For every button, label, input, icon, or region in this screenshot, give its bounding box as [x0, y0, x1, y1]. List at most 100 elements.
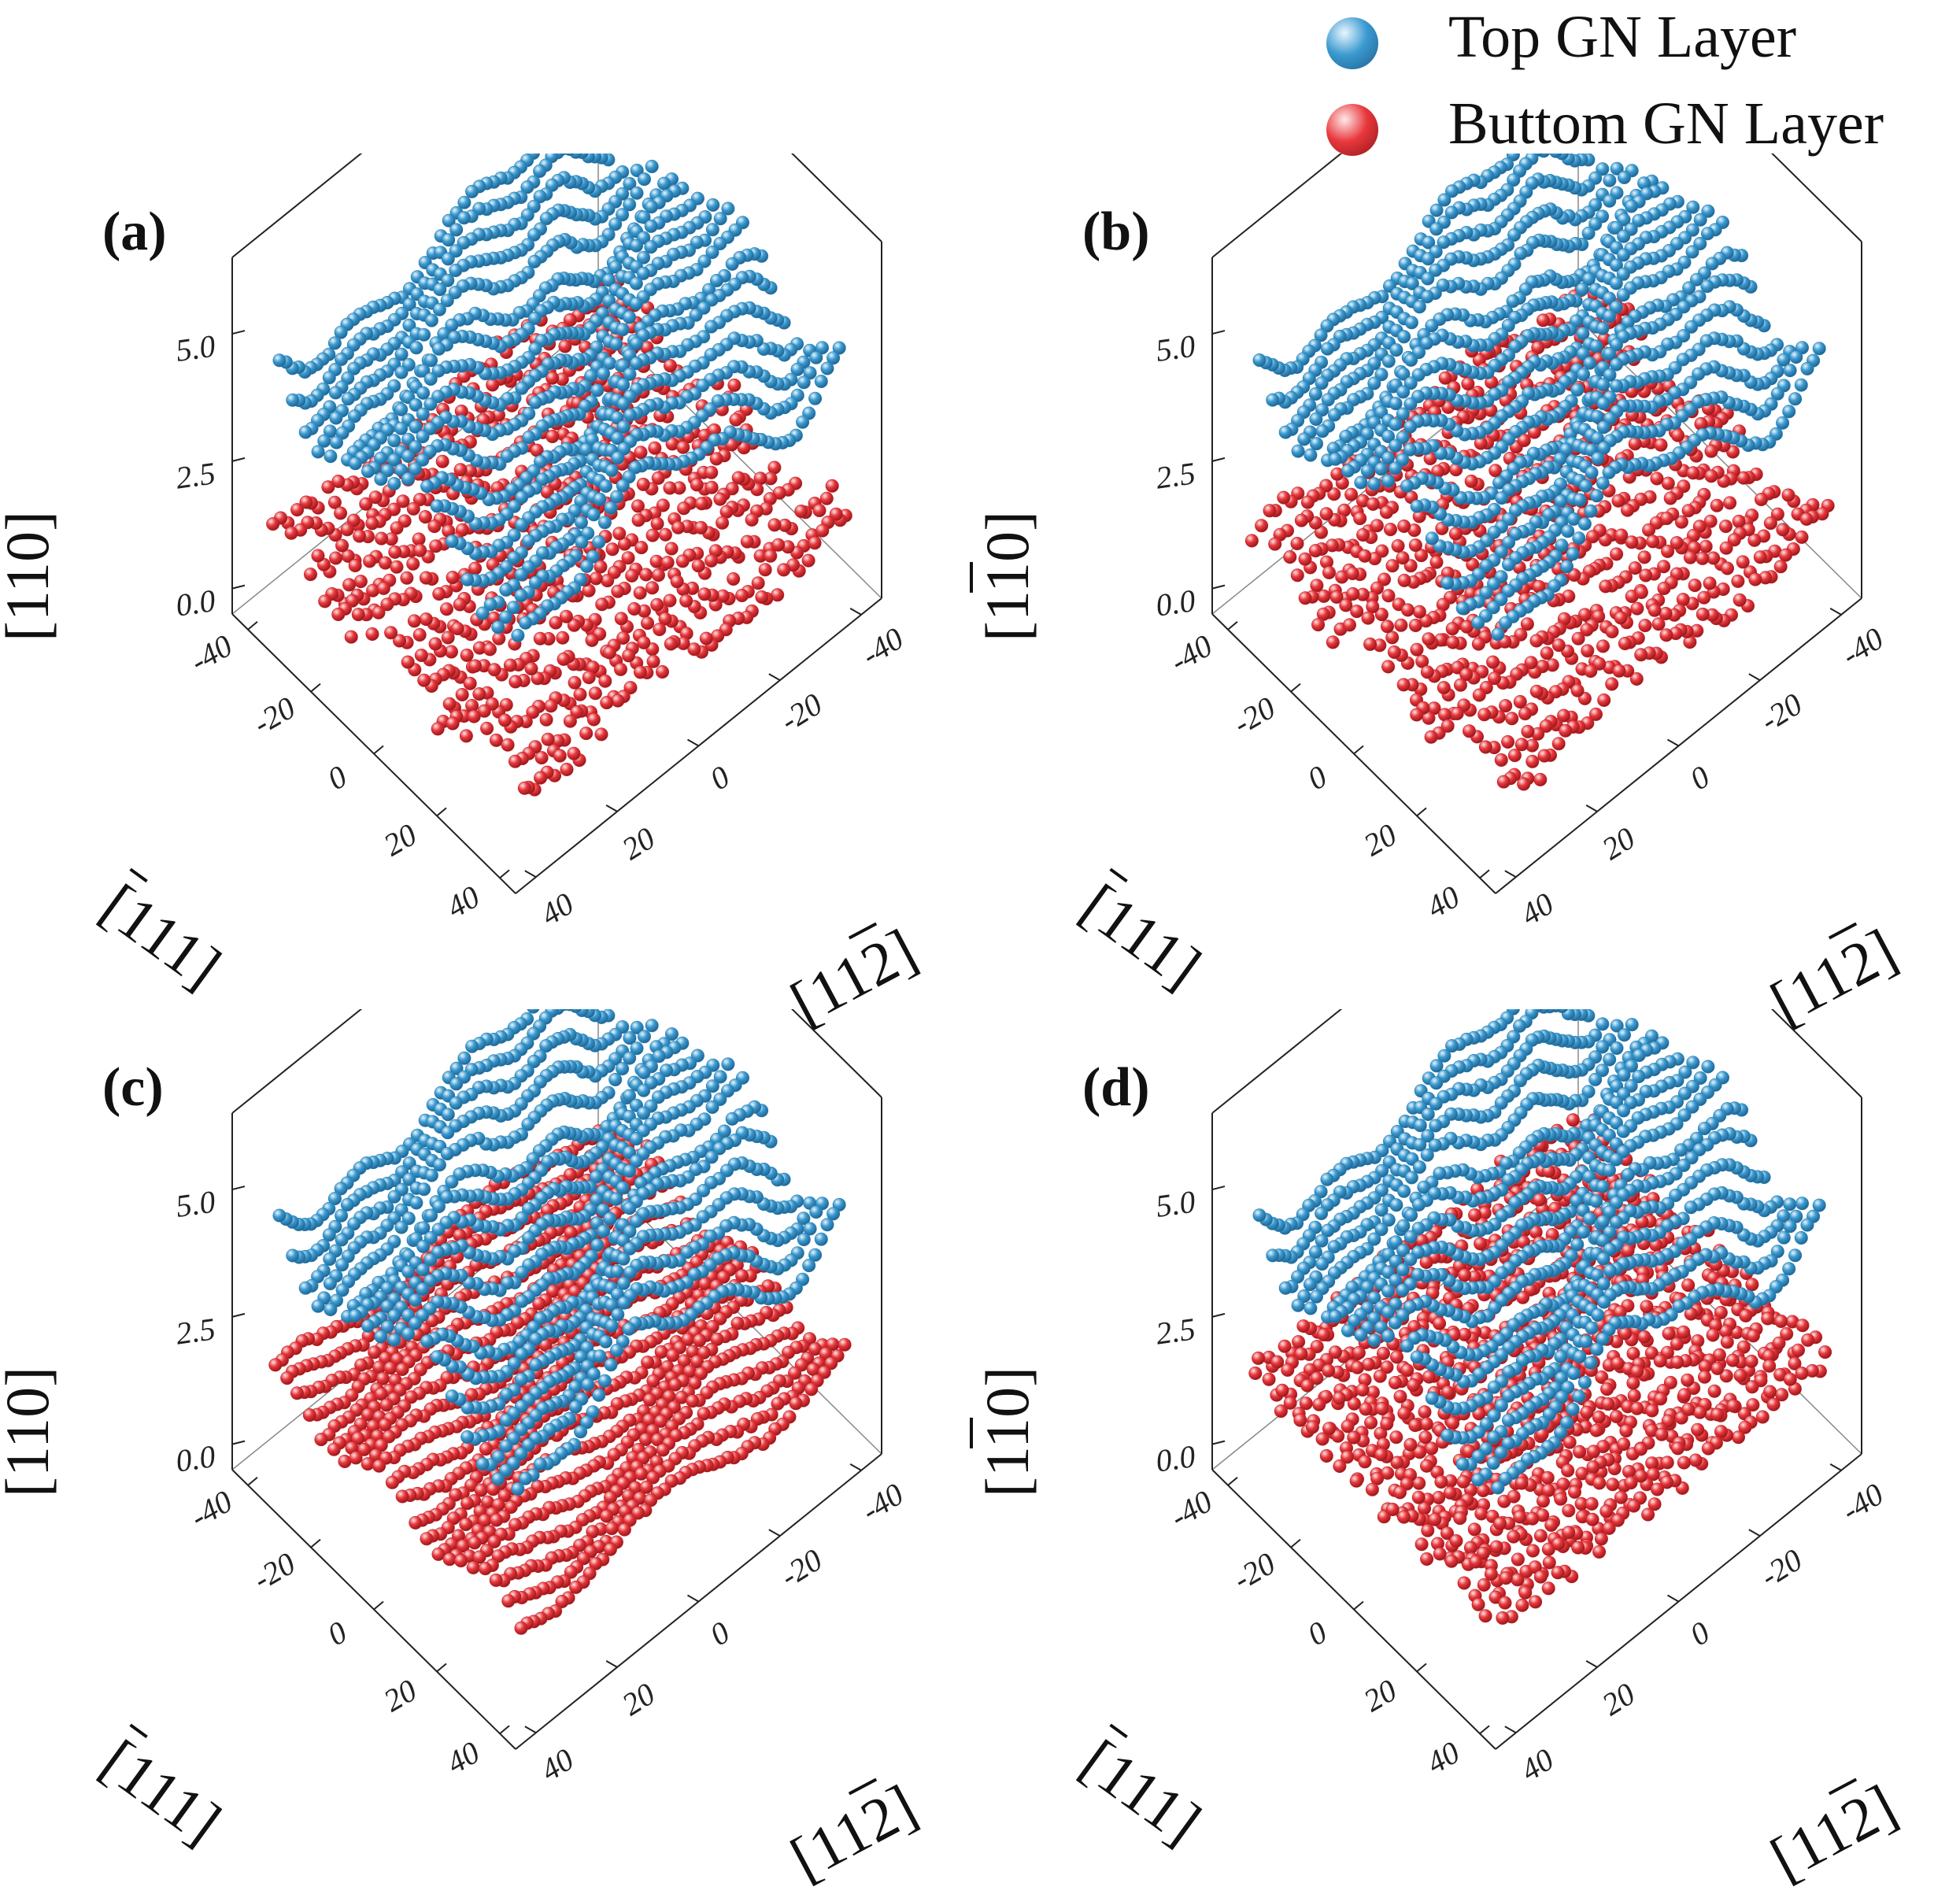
bottom-gn-atom	[634, 586, 646, 599]
top-gn-atom	[1686, 246, 1699, 258]
bottom-gn-atom	[285, 527, 298, 539]
bottom-gn-atom	[1441, 719, 1454, 732]
bottom-gn-atom	[698, 588, 711, 601]
bottom-gn-atom	[1263, 505, 1276, 517]
top-gn-atom	[394, 422, 407, 435]
bottom-gn-atom	[1311, 579, 1323, 592]
bottom-gn-atom	[618, 1523, 631, 1536]
top-gn-atom	[610, 338, 623, 350]
bottom-gn-atom	[549, 616, 562, 629]
top-gn-atom	[645, 160, 658, 172]
top-gn-atom	[1404, 353, 1417, 366]
z-axis-title-part-0: [	[0, 621, 61, 642]
top-gn-atom	[617, 398, 630, 410]
bottom-gn-atom	[1651, 472, 1663, 485]
bottom-gn-atom	[586, 634, 598, 646]
bottom-gn-atom	[589, 687, 601, 700]
bottom-gn-atom	[1640, 569, 1652, 582]
bottom-gn-atom	[1779, 549, 1792, 561]
y-tick-label: -20	[1754, 686, 1808, 738]
bottom-gn-atom	[1500, 699, 1512, 712]
top-gn-atom	[395, 366, 408, 379]
z-axis-title: [110]	[0, 511, 63, 642]
y-tick-label: -20	[774, 686, 828, 738]
top-gn-atom	[410, 342, 423, 354]
top-gn-atom	[1422, 253, 1434, 265]
bottom-gn-atom	[534, 771, 546, 784]
top-gn-atom	[645, 241, 657, 253]
top-gn-atom	[706, 224, 719, 236]
top-gn-atom	[616, 324, 629, 336]
bottom-gn-atom	[569, 1581, 582, 1593]
bottom-gn-atom	[518, 782, 531, 794]
top-gn-atom	[361, 465, 374, 478]
bottom-gn-atom	[628, 602, 641, 615]
bottom-gn-atom	[756, 590, 768, 603]
bottom-gn-atom	[622, 649, 634, 662]
bottom-gn-atom	[1749, 573, 1762, 586]
z-tick-label: 5.0	[1153, 327, 1197, 368]
bottom-gn-atom	[1430, 556, 1443, 568]
z-axis-title-part-0: [	[973, 621, 1041, 642]
bottom-gn-atom	[540, 713, 553, 726]
top-gn-atom	[433, 1159, 446, 1171]
top-gn-atom	[1579, 479, 1592, 492]
top-gn-atom	[1578, 517, 1591, 530]
bottom-gn-atom	[664, 638, 677, 650]
top-gn-atom	[603, 1212, 616, 1225]
bottom-gn-atom	[1552, 738, 1565, 750]
bottom-gn-atom	[652, 568, 664, 581]
panel-c: 0.02.55.0-40-2002040-40-2002040(c)[110][…	[0, 1009, 980, 1851]
bottom-gn-atom	[384, 627, 397, 639]
bottom-gn-atom	[1465, 475, 1477, 487]
bottom-gn-atom	[704, 554, 717, 567]
bottom-gn-atom	[1438, 708, 1451, 721]
bottom-gn-atom	[1682, 505, 1695, 517]
legend-marker-bottom	[1326, 104, 1378, 156]
top-gn-atom	[1382, 355, 1395, 368]
bottom-gn-atom	[692, 560, 704, 572]
bottom-gn-atom	[1696, 608, 1709, 620]
bottom-gn-atom	[1472, 638, 1485, 650]
top-gn-atom	[587, 509, 600, 521]
bottom-gn-atom	[1370, 520, 1383, 532]
top-gn-atom	[810, 1205, 823, 1218]
bottom-gn-atom	[413, 628, 426, 641]
bottom-gn-atom	[1366, 498, 1379, 510]
bottom-gn-atom	[1732, 575, 1744, 587]
bottom-gn-atom	[1311, 618, 1324, 631]
z-axis-title-part-2: 1	[0, 562, 61, 593]
top-gn-atom	[1456, 602, 1469, 615]
bottom-gn-atom	[1710, 499, 1723, 512]
bottom-gn-atom	[442, 631, 454, 644]
y-tick-label: -40	[855, 620, 909, 672]
bottom-gn-atom	[509, 675, 522, 688]
top-gn-atom	[299, 426, 312, 438]
bottom-gn-atom	[1398, 574, 1411, 586]
bottom-gn-atom	[488, 664, 501, 676]
bottom-gn-atom	[730, 413, 742, 426]
bottom-gn-atom	[1647, 535, 1659, 548]
top-gn-atom	[722, 1058, 734, 1071]
top-gn-atom	[1813, 342, 1825, 355]
y-tick	[1668, 740, 1679, 746]
bottom-gn-atom	[656, 1444, 669, 1456]
z-axis-title-part-3: 0	[973, 531, 1041, 562]
legend-label-top: Top GN Layer	[1448, 3, 1796, 72]
top-gn-atom	[1560, 560, 1573, 573]
top-gn-atom	[1426, 532, 1438, 545]
bottom-gn-atom	[1538, 749, 1551, 762]
top-gn-atom	[645, 1019, 658, 1032]
y-tick	[769, 674, 780, 680]
top-gn-atom	[446, 535, 458, 547]
bottom-gn-atom	[303, 1408, 316, 1421]
z-axis-title-part-1: 1	[973, 593, 1041, 621]
top-gn-atom	[630, 337, 642, 350]
top-gn-atom	[1430, 204, 1443, 216]
bottom-gn-atom	[412, 533, 425, 546]
top-gn-atom	[1582, 227, 1595, 239]
top-gn-atom	[808, 392, 821, 405]
top-gn-atom	[1397, 331, 1410, 343]
bottom-gn-atom	[615, 612, 627, 625]
bottom-gn-atom	[349, 559, 361, 572]
